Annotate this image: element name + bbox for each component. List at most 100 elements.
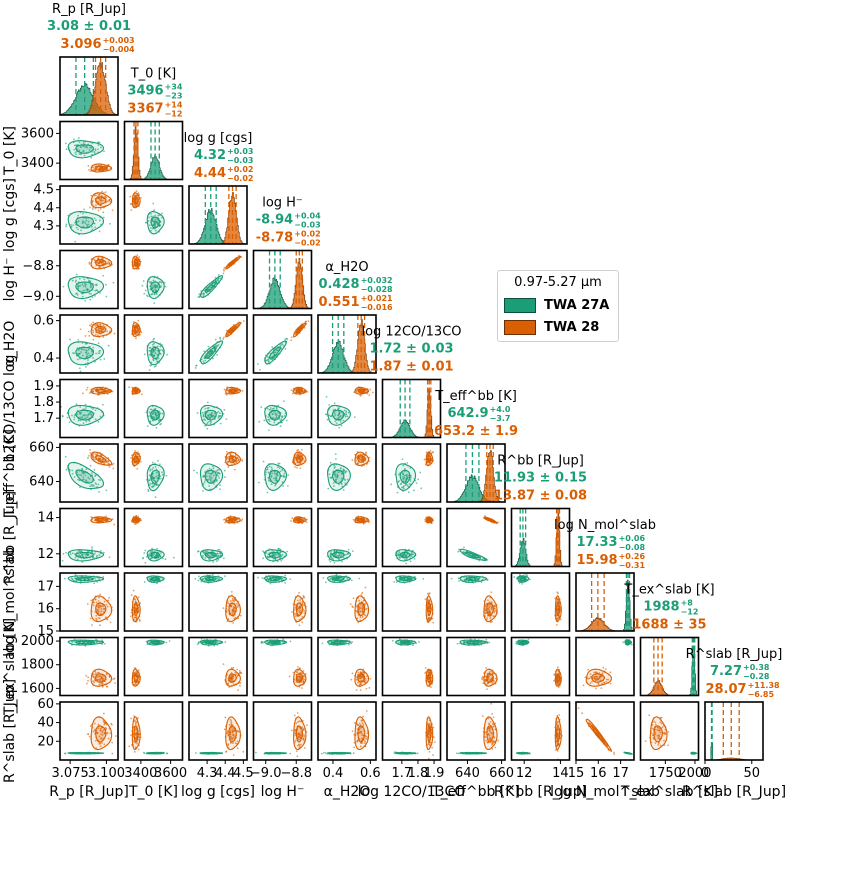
sample-point <box>342 419 345 422</box>
sample-point <box>81 478 84 481</box>
sample-point <box>293 461 296 464</box>
sample-point <box>134 259 136 261</box>
sample-point <box>237 617 240 620</box>
sample-point <box>206 550 209 553</box>
sample-point <box>217 279 220 282</box>
sample-point <box>85 356 88 359</box>
sample-point <box>151 579 153 582</box>
sample-point <box>157 552 160 555</box>
sample-point <box>158 554 161 557</box>
sample-point <box>162 557 164 560</box>
sample-point <box>80 575 83 578</box>
sample-point <box>364 458 367 461</box>
sample-point <box>361 616 364 618</box>
sample-point <box>76 150 79 153</box>
sample-point <box>131 518 134 521</box>
sample-point <box>240 458 243 461</box>
sample-point <box>390 483 393 486</box>
sample-point <box>139 330 142 332</box>
sample-point <box>226 602 229 604</box>
sample-point <box>302 325 305 327</box>
sample-point <box>75 226 78 229</box>
sample-point <box>78 149 81 152</box>
sample-point <box>329 577 332 580</box>
sample-point <box>358 457 361 460</box>
sample-point <box>77 341 80 344</box>
sample-point <box>395 581 398 583</box>
sample-point <box>84 574 87 577</box>
sample-point <box>293 389 296 392</box>
sample-point <box>201 556 204 558</box>
sample-point <box>102 211 105 214</box>
sample-point <box>90 217 93 220</box>
sample-point <box>138 452 141 455</box>
sample-point <box>403 474 406 477</box>
sample-point <box>363 613 366 616</box>
sample-point <box>404 549 407 552</box>
sample-point <box>281 343 284 346</box>
sample-point <box>136 459 139 462</box>
sample-point <box>328 403 331 406</box>
sample-point <box>76 216 79 219</box>
sample-point <box>86 553 89 556</box>
sample-point <box>91 485 93 488</box>
sample-point <box>82 212 84 215</box>
panel-frame-logH-logN <box>252 572 313 632</box>
sample-point <box>217 575 220 578</box>
sample-point <box>203 551 206 554</box>
sample-point <box>216 552 219 555</box>
sample-point <box>340 480 343 483</box>
panel-T0-logg <box>123 185 184 245</box>
sample-point <box>90 410 93 413</box>
sample-point <box>403 552 406 555</box>
sample-point <box>164 285 167 288</box>
sample-point <box>97 457 100 460</box>
sample-point <box>150 552 152 555</box>
sample-point <box>85 479 88 481</box>
sample-point <box>154 462 156 465</box>
sample-point <box>427 520 430 523</box>
sample-point <box>299 612 302 615</box>
sample-point <box>131 613 134 616</box>
sample-point <box>142 557 144 560</box>
sample-point <box>92 575 95 578</box>
sample-point <box>279 470 282 473</box>
sample-point <box>111 209 114 212</box>
sample-point <box>399 576 402 579</box>
sample-point <box>88 226 91 229</box>
sample-point <box>65 225 67 228</box>
sample-point <box>204 413 207 415</box>
sample-point <box>152 202 155 205</box>
sample-point <box>237 321 240 324</box>
sample-point <box>357 518 360 521</box>
sample-point <box>86 603 89 606</box>
histogram-logH-twa28 <box>253 258 312 309</box>
sample-point <box>210 556 213 559</box>
panel-frame-Teffbb-Teffbb <box>446 443 506 503</box>
sample-point <box>158 576 161 579</box>
sample-point <box>147 488 150 491</box>
sample-point <box>97 342 100 345</box>
sample-point <box>352 606 354 609</box>
sample-point <box>343 478 346 481</box>
sample-point <box>90 325 93 328</box>
sample-point <box>99 324 101 326</box>
sample-point <box>268 479 270 481</box>
sample-point <box>262 460 265 463</box>
sample-point <box>216 341 219 343</box>
sample-point <box>292 390 294 392</box>
sample-point <box>197 579 200 582</box>
sample-point <box>338 426 341 429</box>
sample-point <box>217 471 220 474</box>
sample-point <box>233 392 235 394</box>
sample-point <box>258 420 261 423</box>
sample-point <box>154 216 157 219</box>
sample-point <box>268 420 271 423</box>
sample-point <box>268 552 271 554</box>
sample-point <box>290 339 293 342</box>
sample-point <box>237 389 240 392</box>
sample-point <box>77 338 80 341</box>
sample-point <box>87 352 90 355</box>
sample-point <box>91 282 94 285</box>
sample-point <box>155 358 158 361</box>
